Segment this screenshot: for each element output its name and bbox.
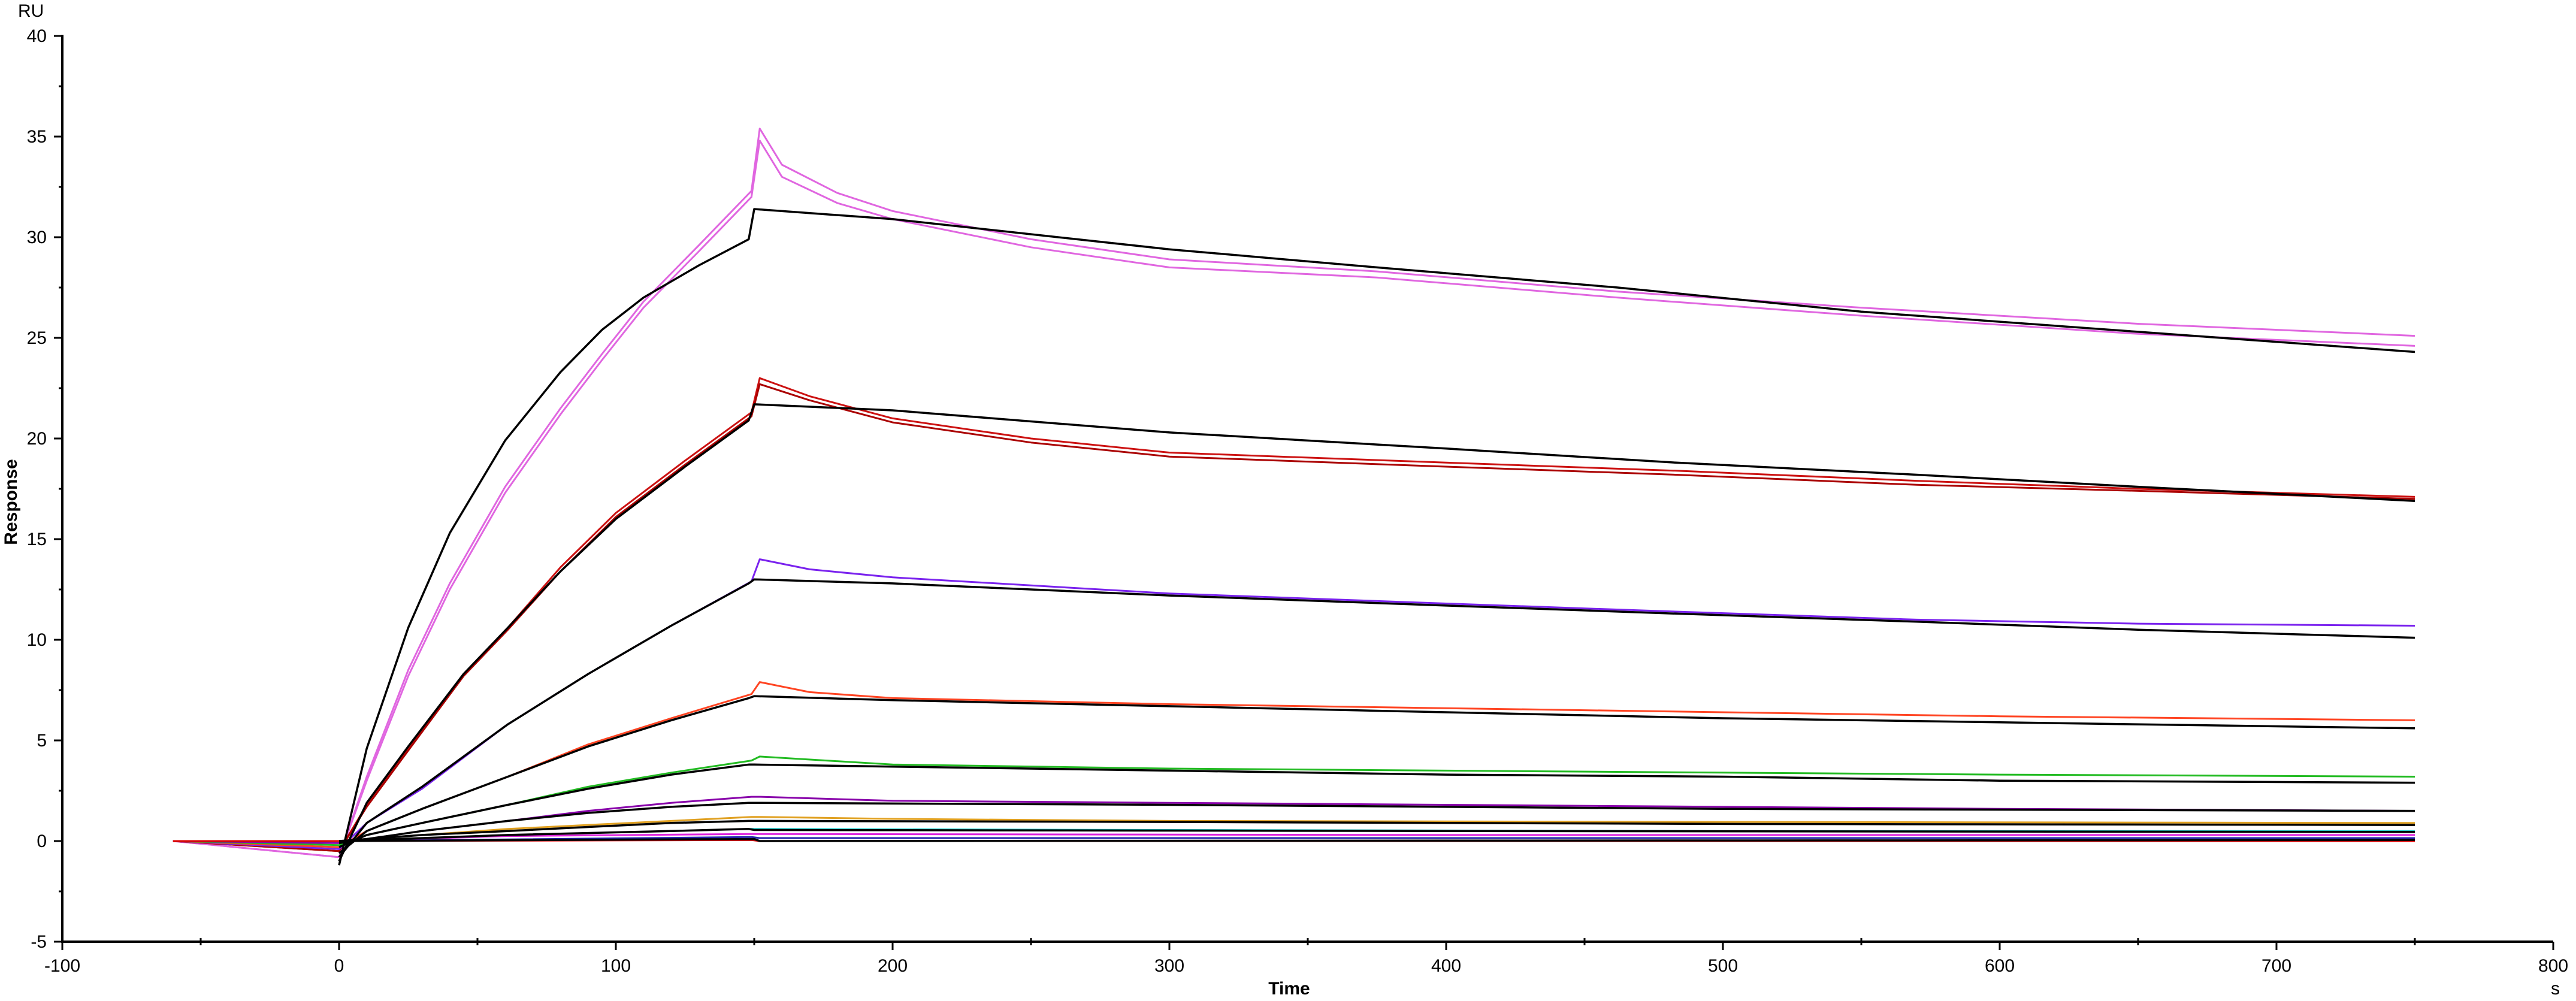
axes: -5 0 5 10 15 20 25 30 35 40 -100 0 100 200 300 400 500 6… (27, 26, 2568, 976)
x-tick-label: 300 (1154, 956, 1184, 976)
fit-curve (338, 208, 2415, 866)
fit-curve (338, 403, 2415, 862)
data-curve (173, 140, 2415, 858)
y-tick-label: 20 (27, 429, 47, 449)
y-tick-label: 5 (37, 731, 47, 751)
data-curve (173, 128, 2415, 858)
y-axis-ticks: -5 0 5 10 15 20 25 30 35 40 (27, 26, 62, 952)
x-unit-label: s (2551, 979, 2560, 999)
fit-curve (338, 763, 2415, 848)
fit-curve (338, 828, 2415, 842)
x-tick-label: 100 (601, 956, 631, 976)
x-tick-label: 0 (334, 956, 344, 976)
x-axis-ticks: -100 0 100 200 300 400 500 600 700 800 (44, 938, 2568, 976)
x-tick-label: 800 (2538, 956, 2568, 976)
y-axis-title: Response (1, 459, 21, 545)
data-curve (173, 383, 2415, 852)
traces (173, 128, 2415, 866)
fit-curve (338, 695, 2415, 854)
y-tick-label: -5 (31, 932, 47, 952)
x-tick-label: 400 (1431, 956, 1461, 976)
x-tick-label: 700 (2261, 956, 2291, 976)
fit-curve (338, 819, 2415, 842)
fit-curve (338, 578, 2415, 858)
x-tick-label: 500 (1708, 956, 1738, 976)
x-tick-label: 600 (1985, 956, 2015, 976)
x-tick-label: 200 (878, 956, 908, 976)
y-tick-label: 15 (27, 530, 47, 549)
y-tick-label: 35 (27, 127, 47, 147)
x-axis-title: Time (1268, 979, 1310, 999)
y-tick-label: 40 (27, 26, 47, 46)
y-unit-label: RU (18, 1, 44, 21)
y-tick-label: 30 (27, 228, 47, 247)
y-tick-label: 25 (27, 328, 47, 348)
y-tick-label: 0 (37, 831, 47, 851)
fit-curve (338, 837, 2415, 842)
fit-curve (338, 802, 2415, 845)
x-tick-label: -100 (44, 956, 80, 976)
data-curve (173, 558, 2415, 850)
y-tick-label: 10 (27, 630, 47, 650)
